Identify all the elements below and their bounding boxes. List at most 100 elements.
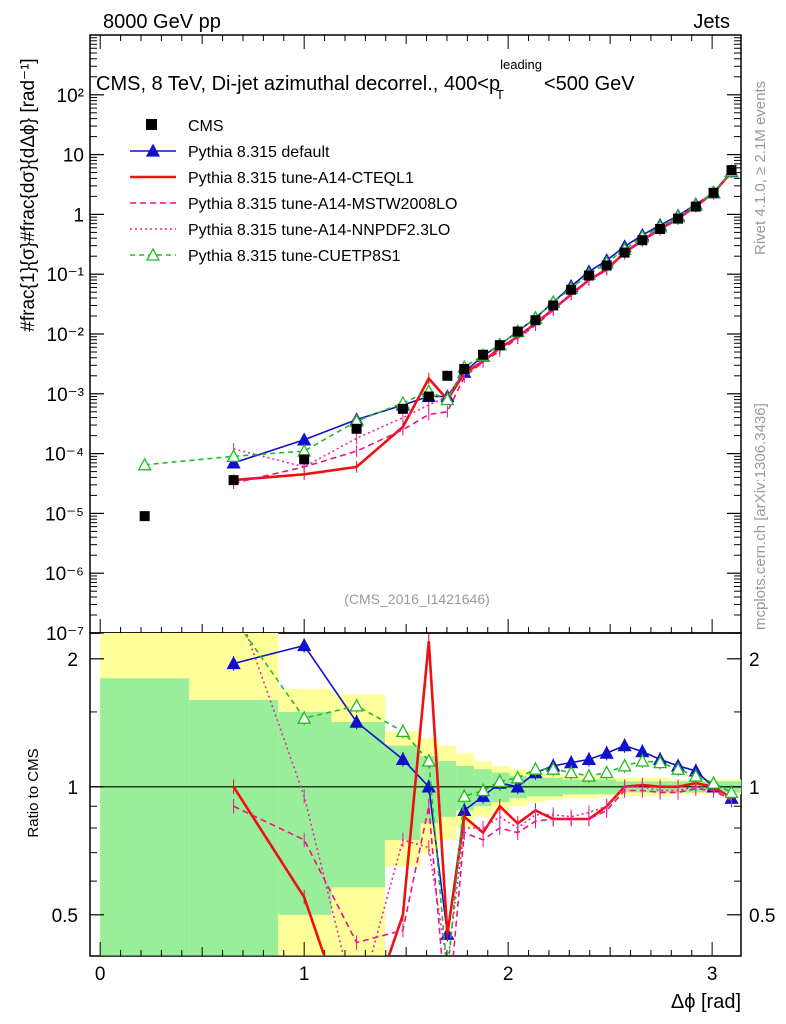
cms-data-point — [299, 454, 310, 465]
category-label: Jets — [693, 11, 730, 33]
cms-data-point — [351, 423, 362, 434]
ratio-plot-frame — [89, 632, 742, 957]
energy-label: 8000 GeV pp — [103, 11, 221, 33]
legend-label: Pythia 8.315 tune-CUETP8S1 — [188, 248, 401, 265]
x-axis-label: Δϕ [rad] — [671, 991, 741, 1013]
cms-data-point — [655, 223, 666, 234]
series-point — [349, 698, 364, 712]
cms-data-point — [228, 475, 239, 486]
legend-label: Pythia 8.315 tune-A14-MSTW2008LO — [188, 196, 457, 213]
series-point — [395, 724, 410, 738]
x-axis: 0 1 2 3 — [95, 35, 717, 985]
main-y-tick-label: 10⁻⁴ — [45, 445, 84, 466]
ratio-series-group — [139, 416, 739, 980]
series-point — [226, 448, 241, 462]
series-point — [139, 416, 151, 427]
main-y-tick-label: 10⁻² — [47, 325, 85, 346]
plot-title: CMS, 8 TeV, Di-jet azimuthal decorrel., … — [96, 57, 635, 102]
cms-data-point — [423, 391, 434, 402]
legend-marker — [145, 143, 161, 157]
cms-data-point — [478, 349, 489, 360]
legend-marker — [145, 247, 161, 261]
cms-data-point — [673, 213, 684, 224]
series-point — [564, 765, 579, 779]
series-point — [475, 783, 491, 797]
cms-data-point — [530, 315, 541, 326]
series-point — [617, 758, 632, 772]
series-line-main-4 — [144, 170, 733, 466]
series-point — [599, 765, 614, 779]
cms-data-point — [548, 300, 559, 311]
series-line-main-1 — [233, 171, 733, 482]
series-point — [510, 770, 525, 784]
series-point — [228, 612, 240, 623]
cms-data-point — [397, 403, 408, 414]
series-point — [599, 745, 614, 759]
series-point — [724, 785, 739, 799]
cms-stat-band — [278, 711, 332, 915]
series-point — [441, 969, 453, 980]
cms-stat-band — [331, 722, 385, 888]
cms-data-point — [619, 247, 630, 258]
legend-marker-cms — [146, 119, 157, 130]
series-point — [349, 714, 364, 728]
ratio-y-axis-label: Ratio to CMS — [25, 748, 42, 837]
cms-data-point — [566, 284, 577, 295]
ratio-y-tick-label-right: 0.5 — [749, 906, 775, 927]
series-point — [421, 779, 436, 793]
ratio-y-axis: 0.5 0.5 1 1 2 2 — [52, 650, 776, 927]
x-tick-label: 3 — [707, 964, 718, 985]
series-point — [297, 432, 312, 446]
analysis-id-watermark: (CMS_2016_I1421646) — [344, 591, 490, 607]
legend-label: Pythia 8.315 tune-A14-CTEQL1 — [188, 170, 414, 187]
series-line-main-2 — [233, 171, 733, 484]
series-point — [226, 455, 241, 469]
series-point — [457, 788, 472, 802]
main-y-tick-label: 10 — [63, 146, 84, 167]
series-point — [528, 761, 543, 775]
x-tick-label: 1 — [299, 964, 310, 985]
series-point — [581, 768, 597, 782]
cms-data-point — [583, 270, 594, 281]
series-point — [421, 753, 436, 767]
series-point — [297, 710, 312, 724]
x-tick-label: 0 — [95, 964, 106, 985]
x-tick-label: 2 — [503, 964, 514, 985]
series-point — [653, 755, 668, 769]
main-y-axis: 10² 10 1 10⁻¹ 10⁻² 10⁻³ 10⁻⁴ 10⁻⁵ 10⁻⁶ 10⁻⁷ — [45, 37, 741, 645]
cms-data-point — [442, 370, 453, 381]
main-y-tick-label: 10⁻¹ — [47, 265, 85, 286]
cms-stat-band — [100, 678, 190, 956]
main-y-tick-label: 10⁻³ — [47, 385, 85, 406]
series-point — [395, 752, 410, 766]
series-point — [226, 656, 241, 670]
series-point — [617, 738, 632, 752]
main-y-tick-label: 1 — [73, 205, 84, 226]
cms-data-point — [459, 363, 470, 374]
series-point — [688, 768, 703, 782]
cms-data-point — [726, 165, 737, 176]
main-y-tick-label: 10⁻⁵ — [45, 504, 84, 525]
cms-stat-band — [456, 765, 475, 811]
rivet-version-label: Rivet 4.1.0, ≥ 2.1M events — [752, 81, 769, 255]
legend-label: Pythia 8.315 default — [188, 144, 330, 161]
series-point — [297, 638, 312, 652]
series-line-main-3 — [233, 171, 733, 468]
cms-data-point — [601, 260, 612, 271]
series-line-ratio-2 — [233, 787, 732, 955]
ratio-y-tick-label: 2 — [67, 650, 78, 671]
cms-data-point — [494, 340, 505, 351]
ratio-y-tick-label: 0.5 — [52, 906, 78, 927]
legend-label: Pythia 8.315 tune-A14-NNPDF2.3LO — [188, 222, 450, 239]
series-point — [137, 457, 152, 471]
cms-stat-band — [189, 700, 279, 956]
series-line-main-0 — [233, 171, 733, 464]
main-y-axis-label: #frac{1}{σ}#frac{dσ}{dΔϕ} [rad⁻¹] — [18, 58, 39, 331]
series-point — [706, 775, 721, 789]
main-y-tick-label: 10⁻⁷ — [46, 624, 84, 645]
series-point — [510, 779, 525, 793]
legend-label: CMS — [188, 118, 224, 135]
series-point — [581, 752, 597, 766]
series-line-ratio-1 — [232, 641, 733, 955]
